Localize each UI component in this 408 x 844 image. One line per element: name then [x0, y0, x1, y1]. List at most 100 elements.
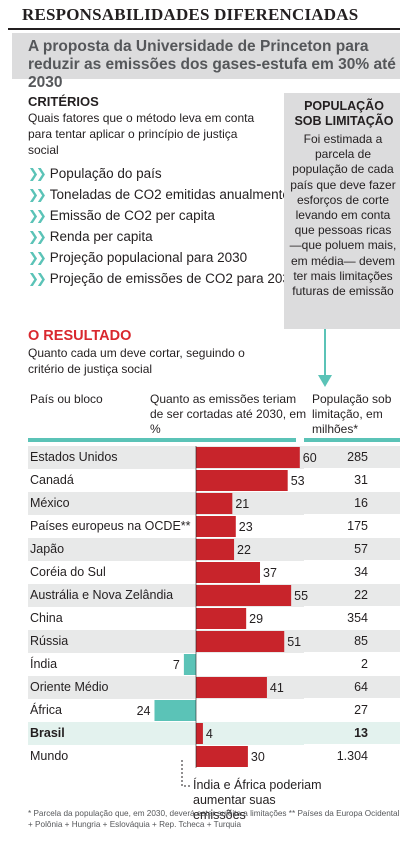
down-arrow-icon	[318, 329, 332, 387]
bar-value-label: 60	[303, 451, 317, 465]
criteria-item: ❯❯ População do país	[28, 166, 162, 181]
row-label: Estados Unidos	[30, 450, 118, 464]
bar	[196, 585, 292, 606]
bar-value-label: 37	[263, 566, 277, 580]
row-divider	[304, 537, 400, 538]
row-label: Canadá	[30, 473, 74, 487]
population-value: 13	[354, 726, 368, 740]
row-label: México	[30, 496, 70, 510]
bar-value-label: 21	[235, 497, 249, 511]
bar-value-label: 51	[287, 635, 301, 649]
row-label: Índia	[30, 657, 58, 671]
bar-value-label: 41	[270, 681, 284, 695]
row-label: Rússia	[30, 634, 69, 648]
row-divider	[304, 583, 400, 584]
note-bracket	[181, 760, 191, 787]
bar-value-label: 24	[137, 704, 151, 718]
population-info-box	[284, 93, 400, 329]
chevron-right-icon: ❯❯	[28, 166, 47, 181]
row-divider	[304, 721, 400, 722]
row-divider	[304, 606, 400, 607]
bar-value-label: 22	[237, 543, 251, 557]
bar	[183, 654, 196, 675]
row-label: Japão	[30, 542, 65, 556]
criteria-item: ❯❯ Emissão de CO2 per capita	[28, 208, 215, 223]
chevron-right-icon: ❯❯	[28, 250, 47, 265]
bar	[196, 746, 248, 767]
row-divider	[304, 698, 400, 699]
header-rule	[28, 438, 296, 442]
row-divider	[304, 652, 400, 653]
population-value: 57	[354, 542, 368, 556]
population-value: 34	[354, 565, 368, 579]
row-label: Mundo	[30, 749, 69, 763]
column-header-cut: Quanto as emissões teriam de ser cortada…	[150, 392, 307, 436]
population-value: 2	[361, 657, 368, 671]
bar	[196, 562, 261, 583]
bar-value-label: 29	[249, 612, 263, 626]
bar-value-label: 30	[251, 750, 265, 764]
criteria-item: ❯❯ Toneladas de CO2 emitidas anualmente	[28, 187, 290, 202]
population-value: 1.304	[336, 749, 368, 763]
bar-value-label: 7	[173, 658, 180, 672]
criteria-title: CRITÉRIOS	[28, 94, 99, 109]
row-divider	[304, 629, 400, 630]
population-info-title: POPULAÇÃO SOB LIMITAÇÃO	[294, 99, 394, 128]
footnote: * Parcela da população que, em 2030, dev…	[28, 809, 400, 829]
column-header-population: População sob limitação, em milhões*	[312, 392, 392, 436]
row-label: África	[30, 703, 62, 717]
row-label: Oriente Médio	[30, 680, 109, 694]
population-value: 64	[354, 680, 368, 694]
header-rule	[304, 438, 400, 442]
chevron-right-icon: ❯❯	[28, 208, 47, 223]
bar	[196, 677, 267, 698]
criteria-item: ❯❯ Projeção de emissões de CO2 para 2030	[28, 271, 298, 286]
criteria-item: ❯❯ Renda per capita	[28, 229, 153, 244]
row-divider	[304, 514, 400, 515]
headline: RESPONSABILIDADES DIFERENCIADAS	[8, 4, 400, 30]
population-value: 285	[347, 450, 368, 464]
column-header-country: País ou bloco	[30, 392, 103, 406]
bar	[154, 700, 196, 721]
bar-value-label: 55	[294, 589, 308, 603]
row-label: Coréia do Sul	[30, 565, 106, 579]
bar-value-label: 53	[291, 474, 305, 488]
bar	[196, 516, 236, 537]
row-label: China	[30, 611, 63, 625]
bar	[196, 493, 233, 514]
bar-value-label: 23	[239, 520, 253, 534]
result-description: Quanto cada um deve cortar, seguindo o c…	[28, 346, 245, 376]
bar	[196, 447, 300, 468]
row-label: Austrália e Nova Zelândia	[30, 588, 174, 602]
row-divider	[304, 560, 400, 561]
row-divider	[304, 468, 400, 469]
row-divider	[304, 675, 400, 676]
criteria-description: Quais fatores que o método leva em conta…	[28, 111, 255, 157]
chevron-right-icon: ❯❯	[28, 229, 47, 244]
bar	[196, 723, 203, 744]
population-value: 175	[347, 519, 368, 533]
subhead-background	[12, 33, 400, 79]
row-divider	[304, 744, 400, 745]
population-info-text: Foi estimada a parcela de população de c…	[289, 132, 397, 299]
india-africa-note: Índia e África poderiam aumentar suas em…	[193, 778, 322, 822]
population-value: 85	[354, 634, 368, 648]
result-title: O RESULTADO	[28, 328, 132, 344]
population-value: 16	[354, 496, 368, 510]
table-row	[28, 722, 400, 745]
population-value: 22	[354, 588, 368, 602]
population-value: 27	[354, 703, 368, 717]
row-label: Brasil	[30, 726, 65, 740]
bar	[196, 631, 285, 652]
row-label: Países europeus na OCDE**	[30, 519, 191, 533]
population-value: 31	[354, 473, 368, 487]
row-divider	[304, 767, 400, 768]
bar	[196, 539, 235, 560]
criteria-list: ❯❯ População do país ❯❯ Toneladas de CO2 e…	[28, 163, 298, 289]
bar-value-label: 4	[206, 727, 213, 741]
population-value: 354	[347, 611, 368, 625]
bar	[196, 608, 247, 629]
subhead: A proposta da Universidade de Princeton …	[28, 38, 396, 91]
chevron-right-icon: ❯❯	[28, 187, 47, 202]
